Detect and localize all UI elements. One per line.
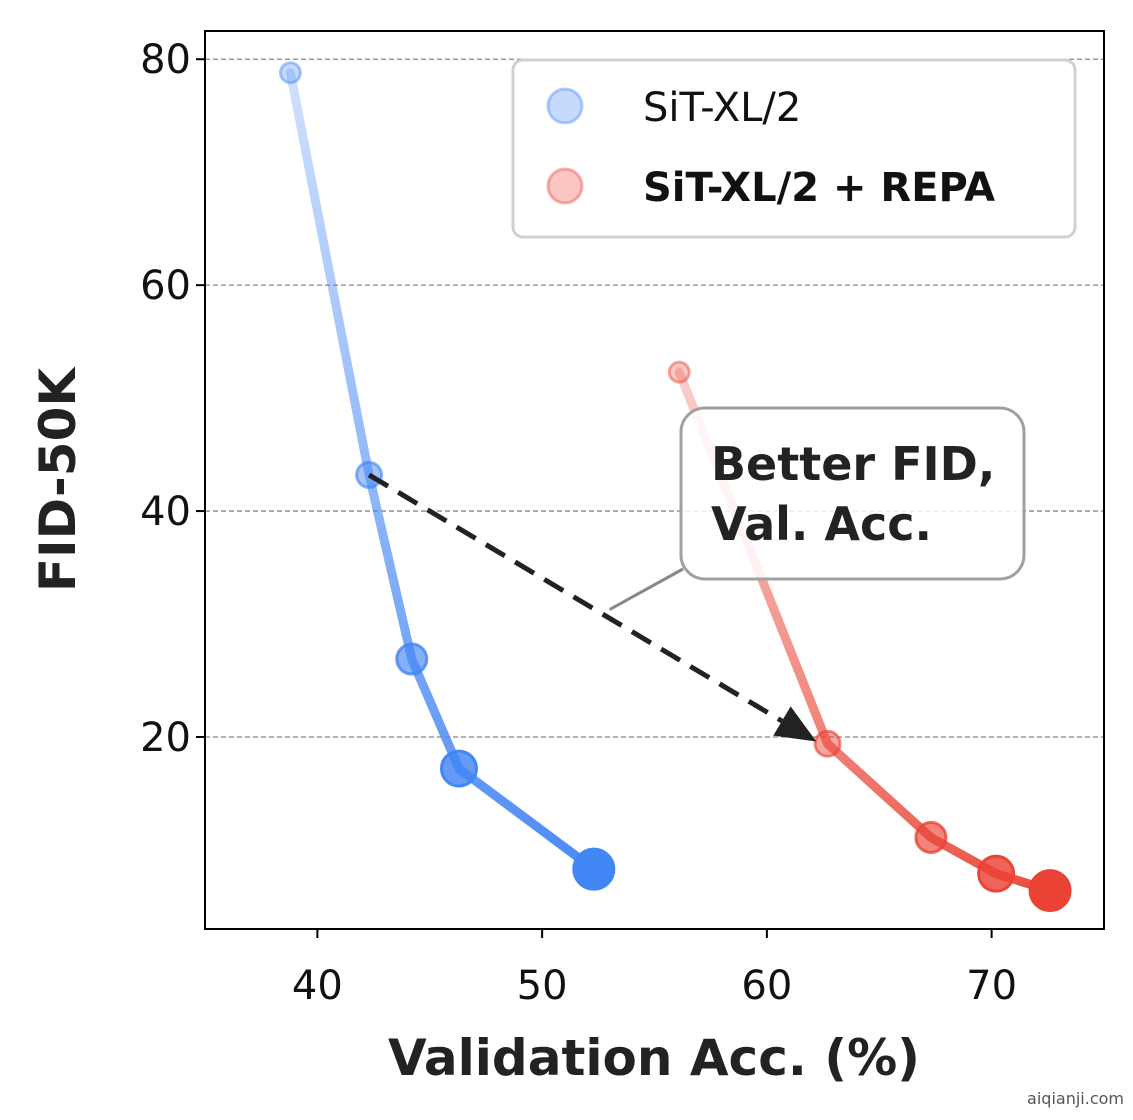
- series-layer: [278, 61, 1072, 913]
- annotation-arrow-head: [773, 706, 817, 742]
- series-1-point-1: [813, 729, 842, 758]
- legend-marker-0: [546, 87, 584, 125]
- legend-label-1: SiT-XL/2 + REPA: [643, 165, 995, 211]
- watermark: aiqianji.com: [1027, 1089, 1124, 1108]
- legend: SiT-XL/2 SiT-XL/2 + REPA: [511, 58, 1077, 239]
- series-0-point-3: [439, 749, 478, 788]
- series-1-point-4: [1028, 869, 1072, 913]
- x-tick-label-70: 70: [966, 963, 1017, 1009]
- plot-frame: [204, 30, 1105, 930]
- annotation-text-line-1: Val. Acc.: [711, 497, 932, 551]
- series-1: [667, 360, 1072, 913]
- y-tick-label-80: 80: [140, 37, 191, 83]
- legend-label-0: SiT-XL/2: [643, 85, 801, 131]
- series-0: [278, 61, 616, 891]
- series-0-point-0: [278, 61, 302, 85]
- annotation-leader-line: [608, 567, 684, 611]
- y-tick-label-20: 20: [140, 715, 191, 761]
- series-0-point-2: [395, 642, 429, 676]
- axis-ticks: 20 40 60 80 40 50 60 70: [140, 37, 1017, 1009]
- annotation-box: [679, 406, 1026, 581]
- x-tick-label-50: 50: [517, 963, 568, 1009]
- annotation-text-line-0: Better FID,: [711, 437, 995, 491]
- x-axis-title: Validation Acc. (%): [388, 1029, 920, 1087]
- x-tick-label-40: 40: [292, 963, 343, 1009]
- series-0-point-4: [572, 847, 616, 891]
- series-1-point-3: [977, 854, 1016, 893]
- legend-box: [511, 58, 1077, 239]
- y-tick-label-60: 60: [140, 263, 191, 309]
- annotation-arrow-line: [367, 472, 784, 724]
- y-axis-title: FID-50K: [29, 366, 87, 593]
- series-1-point-2: [914, 821, 948, 855]
- series-1-point-0: [667, 360, 691, 384]
- annotation-layer: Better FID, Val. Acc.: [367, 406, 1026, 742]
- y-tick-label-40: 40: [140, 489, 191, 535]
- x-tick-label-60: 60: [741, 963, 792, 1009]
- legend-marker-1: [546, 167, 584, 205]
